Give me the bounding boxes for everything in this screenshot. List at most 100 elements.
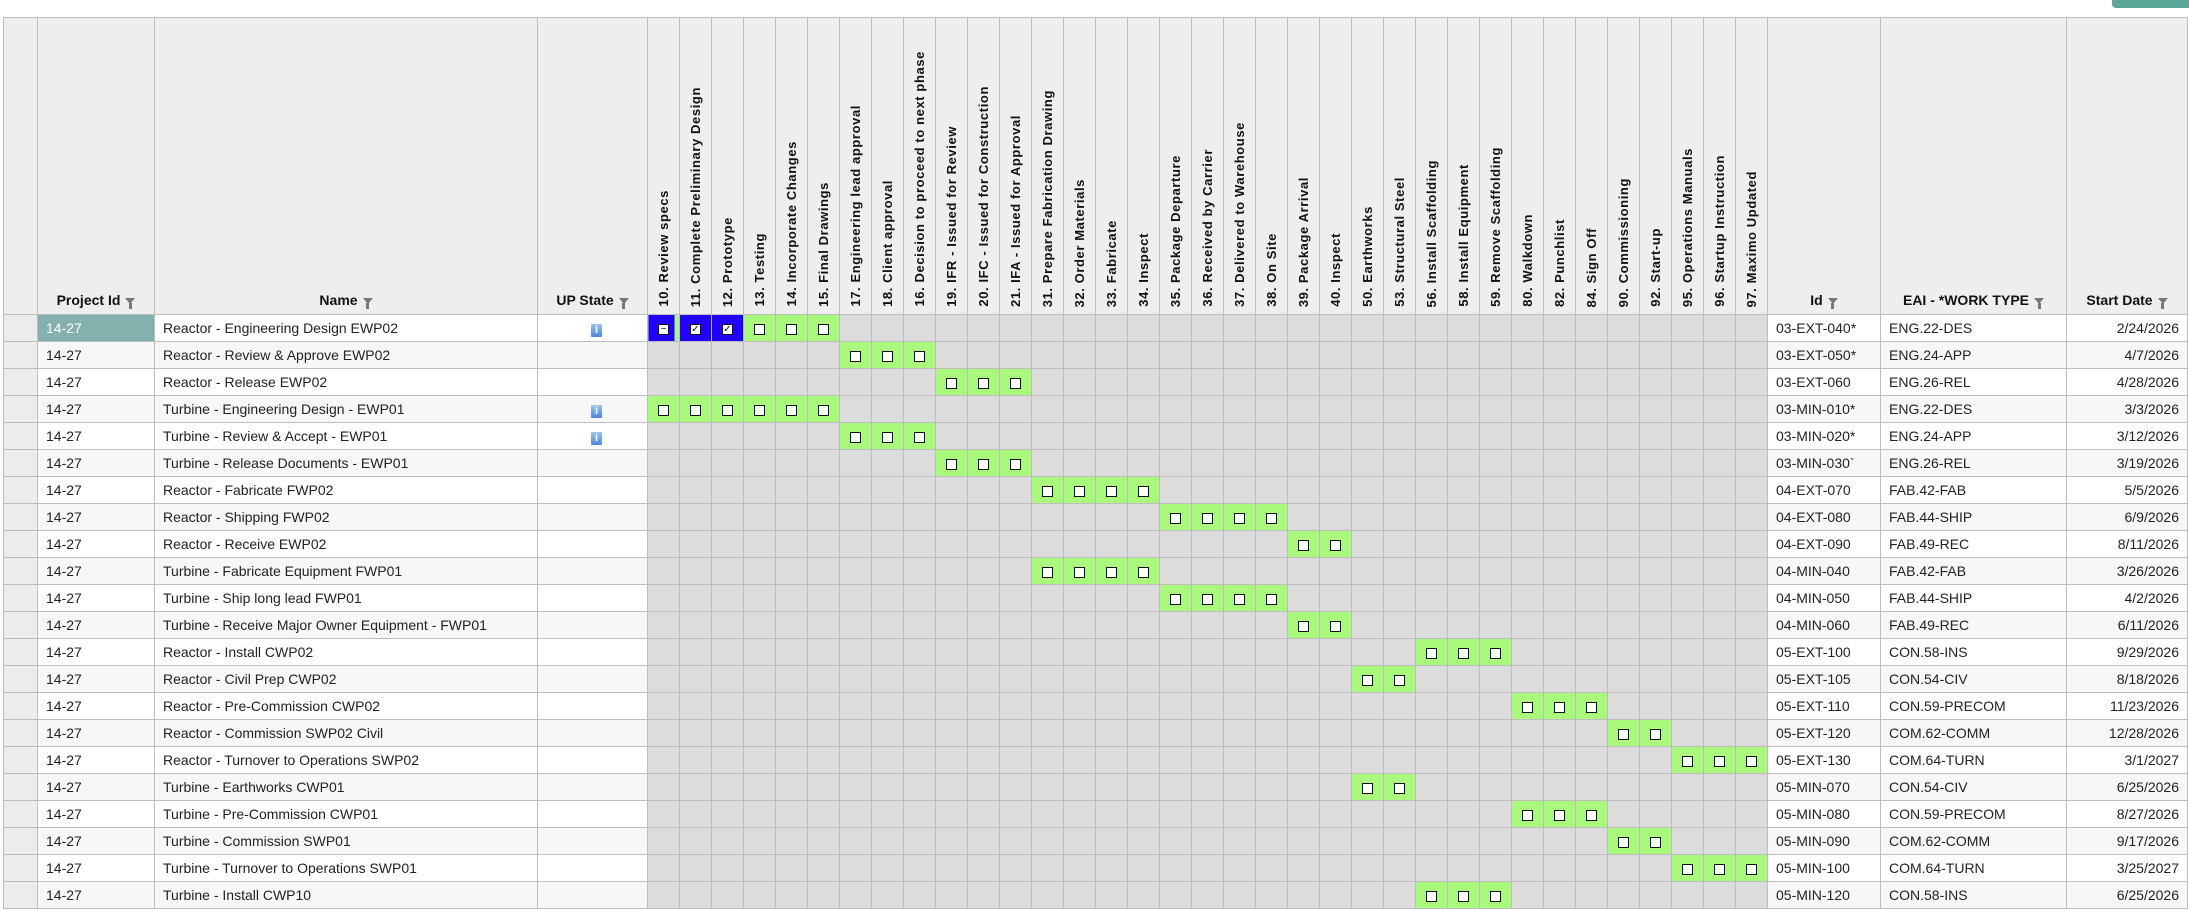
name-cell[interactable]: Reactor - Receive EWP02 [154, 530, 538, 558]
task-cell-37[interactable] [1223, 395, 1256, 423]
task-cell-97[interactable] [1735, 449, 1768, 477]
task-cell-92[interactable] [1639, 827, 1672, 855]
task-cell-14[interactable] [775, 881, 808, 909]
task-cell-33[interactable] [1095, 449, 1128, 477]
table-row[interactable]: 14-27 Turbine - Pre-Commission CWP01 05-MI… [3, 800, 2188, 828]
checkbox-icon[interactable] [1266, 512, 1277, 524]
checkbox-icon[interactable] [882, 350, 893, 362]
task-cell-32[interactable] [1063, 854, 1096, 882]
task-cell-11[interactable] [679, 665, 712, 693]
task-cell-35[interactable] [1159, 341, 1192, 369]
up-state-cell[interactable] [537, 773, 648, 801]
task-cell-95[interactable] [1671, 395, 1704, 423]
task-cell-34[interactable] [1127, 827, 1160, 855]
task-cell-10[interactable] [647, 665, 680, 693]
task-cell-58[interactable] [1447, 881, 1480, 909]
task-cell-33[interactable] [1095, 422, 1128, 450]
task-cell-17[interactable] [839, 584, 872, 612]
id-cell[interactable]: 05-EXT-130 [1767, 746, 1881, 774]
task-cell-12[interactable] [711, 611, 744, 639]
info-icon[interactable]: i [591, 323, 602, 337]
task-cell-17[interactable] [839, 854, 872, 882]
task-cell-20[interactable] [967, 530, 1000, 558]
task-cell-15[interactable] [807, 611, 840, 639]
task-cell-92[interactable] [1639, 611, 1672, 639]
task-cell-84[interactable] [1575, 395, 1608, 423]
task-cell-39[interactable] [1287, 557, 1320, 585]
task-cell-35[interactable] [1159, 368, 1192, 396]
column-header-task-36[interactable]: 36. Received by Carrier [1191, 17, 1224, 315]
work-type-cell[interactable]: FAB.49-REC [1880, 611, 2067, 639]
task-cell-19[interactable] [935, 638, 968, 666]
task-cell-32[interactable] [1063, 719, 1096, 747]
column-header-task-16[interactable]: 16. Decision to proceed to next phase [903, 17, 936, 315]
task-cell-53[interactable] [1383, 692, 1416, 720]
task-cell-34[interactable] [1127, 854, 1160, 882]
task-cell-82[interactable] [1543, 368, 1576, 396]
work-type-cell[interactable]: ENG.24-APP [1880, 422, 2067, 450]
task-cell-58[interactable] [1447, 449, 1480, 477]
task-cell-15[interactable] [807, 638, 840, 666]
work-type-cell[interactable]: COM.62-COMM [1880, 827, 2067, 855]
task-cell-50[interactable] [1351, 557, 1384, 585]
project-id-cell[interactable]: 14-27 [37, 854, 155, 882]
task-cell-19[interactable] [935, 449, 968, 477]
checkbox-icon[interactable] [946, 377, 957, 389]
task-cell-21[interactable] [999, 827, 1032, 855]
task-cell-38[interactable] [1255, 395, 1288, 423]
task-cell-11[interactable] [679, 638, 712, 666]
task-cell-95[interactable] [1671, 800, 1704, 828]
task-cell-92[interactable] [1639, 395, 1672, 423]
project-id-cell[interactable]: 14-27 [37, 530, 155, 558]
task-cell-15[interactable] [807, 449, 840, 477]
task-cell-56[interactable] [1415, 746, 1448, 774]
name-cell[interactable]: Reactor - Install CWP02 [154, 638, 538, 666]
task-cell-13[interactable] [743, 314, 776, 342]
task-cell-96[interactable] [1703, 422, 1736, 450]
task-cell-17[interactable] [839, 314, 872, 342]
project-id-cell[interactable]: 14-27 [37, 395, 155, 423]
name-cell[interactable]: Turbine - Release Documents - EWP01 [154, 449, 538, 477]
task-cell-96[interactable] [1703, 719, 1736, 747]
task-cell-18[interactable] [871, 611, 904, 639]
task-cell-34[interactable] [1127, 800, 1160, 828]
task-cell-31[interactable] [1031, 638, 1064, 666]
task-cell-33[interactable] [1095, 557, 1128, 585]
project-id-cell[interactable]: 14-27 [37, 746, 155, 774]
task-cell-95[interactable] [1671, 611, 1704, 639]
task-cell-21[interactable] [999, 422, 1032, 450]
task-cell-16[interactable] [903, 692, 936, 720]
task-cell-19[interactable] [935, 746, 968, 774]
checkbox-icon[interactable] [1298, 539, 1309, 551]
checkbox-icon[interactable] [1170, 593, 1181, 605]
start-date-cell[interactable]: 6/25/2026 [2066, 881, 2188, 909]
task-cell-32[interactable] [1063, 530, 1096, 558]
task-cell-39[interactable] [1287, 530, 1320, 558]
task-cell-21[interactable] [999, 800, 1032, 828]
checkbox-icon[interactable] [1234, 512, 1245, 524]
task-cell-53[interactable] [1383, 854, 1416, 882]
checkbox-icon[interactable] [978, 377, 989, 389]
column-header-task-82[interactable]: 82. Punchlist [1543, 17, 1576, 315]
task-cell-50[interactable] [1351, 503, 1384, 531]
task-cell-90[interactable] [1607, 746, 1640, 774]
task-cell-53[interactable] [1383, 530, 1416, 558]
task-cell-58[interactable] [1447, 368, 1480, 396]
task-cell-50[interactable] [1351, 881, 1384, 909]
task-cell-21[interactable] [999, 314, 1032, 342]
row-header[interactable] [3, 341, 38, 369]
task-cell-58[interactable] [1447, 638, 1480, 666]
name-cell[interactable]: Turbine - Ship long lead FWP01 [154, 584, 538, 612]
task-cell-14[interactable] [775, 341, 808, 369]
task-cell-34[interactable] [1127, 719, 1160, 747]
checkbox-icon[interactable] [1042, 566, 1053, 578]
task-cell-80[interactable] [1511, 368, 1544, 396]
task-cell-34[interactable] [1127, 314, 1160, 342]
task-cell-56[interactable] [1415, 692, 1448, 720]
task-cell-92[interactable] [1639, 530, 1672, 558]
info-icon[interactable]: i [591, 431, 602, 445]
checkbox-icon[interactable] [1106, 485, 1117, 497]
task-cell-38[interactable] [1255, 800, 1288, 828]
task-cell-97[interactable] [1735, 503, 1768, 531]
task-cell-36[interactable] [1191, 854, 1224, 882]
